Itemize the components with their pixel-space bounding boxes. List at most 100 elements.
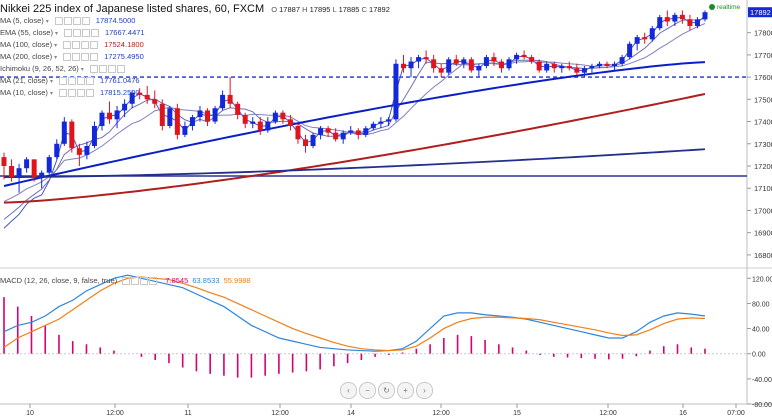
price-tick-label: 17800 [754,29,772,38]
price-tick-label: 17100 [754,184,772,193]
legend-row[interactable]: MA (21, close) ▾ 17761.0476 [0,75,140,87]
low-value: 17885 [338,5,360,14]
dropdown-arrow-icon[interactable]: ▾ [49,79,53,85]
price-tick-label: 17700 [754,51,772,60]
candle-body [544,63,550,71]
legend-row[interactable]: MA (100, close) ▾ 17524.1800 [0,39,144,51]
candle-body [468,59,474,71]
zoom-out-button[interactable]: − [359,382,376,399]
legend-buttons[interactable] [63,51,99,63]
legend-row[interactable]: EMA (55, close) ▾ 17667.4471 [0,27,145,39]
zoom-in-button[interactable]: + [397,382,414,399]
dropdown-arrow-icon[interactable]: ▾ [45,19,49,25]
price-tick-label: 16900 [754,229,772,238]
time-tick-label: 12:00 [271,410,289,417]
price-tick-label: 16800 [754,251,772,260]
legend-name: MA (10, close) [0,88,48,97]
legend-row[interactable]: MA (10, close) ▾ 17815.2500 [0,87,140,99]
candle-body [566,66,572,69]
scroll-left-button[interactable]: ‹ [340,382,357,399]
chart-navigation: ‹ − ↻ + › [340,382,435,399]
candle-body [416,57,422,62]
high-value: 17895 [309,5,331,14]
dropdown-arrow-icon[interactable]: ▾ [54,31,58,37]
macd-line-value: 63.8533 [192,276,220,285]
candle-body [39,172,45,178]
legend-value: 17524.1800 [104,40,144,49]
candle-body [498,61,504,69]
candle-body [318,128,324,135]
candle-body [197,110,203,118]
ema55-line [3,61,706,187]
legend-row[interactable]: MA (200, close) ▾ 17275.4950 [0,51,144,63]
candle-body [483,57,489,66]
candle-body [363,128,369,135]
macd-signal-value: 55.9988 [223,276,251,285]
legend-buttons[interactable] [89,63,126,75]
candle-body [679,14,685,20]
candle-body [46,157,52,173]
candle-body [16,168,22,178]
price-axis: 16800 16900 17000 17100 17200 17300 17400 17500… [747,7,772,409]
legend-value: 17874.5000 [95,16,136,25]
macd-line [3,274,706,352]
price-tick-label: 17600 [754,73,772,82]
dropdown-arrow-icon[interactable]: ▾ [80,67,84,73]
candle-body [227,94,233,104]
macd-tick-label: 40.00 [752,327,770,334]
dropdown-arrow-icon[interactable]: ▾ [54,43,58,49]
macd-legend-name: MACD (12, 26, close, 9, false, true) [0,276,118,285]
scroll-right-button[interactable]: › [416,382,433,399]
legend-buttons[interactable] [63,39,99,51]
last-price-badge [748,7,772,18]
ma200-line [3,148,706,179]
moving-average-overlays [3,15,706,229]
candle-body [446,59,452,73]
candle-body [1,157,7,166]
candle-body [295,126,301,140]
candle-body [220,94,226,109]
candle-body [687,19,693,26]
candle-body [521,54,527,58]
candle-body [559,66,565,69]
dropdown-arrow-icon[interactable]: ▾ [49,91,53,97]
legend-name: MA (200, close) [0,52,53,61]
candle-body [257,121,263,131]
candle-body [664,17,670,22]
dropdown-arrow-icon[interactable]: ▾ [54,55,58,61]
candle-body [152,99,158,104]
legend-buttons[interactable] [58,87,95,99]
candle-body [431,59,437,69]
legend-buttons[interactable] [58,75,95,87]
reset-button[interactable]: ↻ [378,382,395,399]
time-tick-label: 11 [184,410,191,417]
time-tick-label: 14 [347,410,355,417]
candle-body [310,134,316,146]
legend-row[interactable]: MA (5, close) ▾ 17874.5000 [0,15,135,27]
candle-body [348,130,354,133]
legend-name: EMA (55, close) [0,28,53,37]
candle-body [627,43,633,58]
time-tick-label: 12:00 [106,410,124,417]
legend-buttons[interactable] [54,15,91,27]
time-tick-label: 16 [679,410,687,417]
candle-body [491,57,497,62]
macd-series [0,274,747,378]
candle-body [642,37,648,40]
macd-legend-buttons[interactable] [122,275,158,287]
legend-value: 17275.4950 [104,52,144,61]
candle-body [596,63,602,66]
time-tick-label: 12:00 [599,410,617,417]
candle-body [107,112,113,120]
legend-buttons[interactable] [63,27,100,39]
candle-body [400,63,406,69]
macd-hist-value: 7.8545 [165,276,189,285]
candle-body [619,57,625,64]
macd-tick-label: 0.00 [752,352,766,359]
candle-body [657,17,663,29]
candle-body [385,119,391,122]
candle-body [122,103,128,111]
legend-row[interactable]: Ichimoku (9, 26, 52, 26) ▾ [0,63,129,75]
candle-body [672,14,678,22]
